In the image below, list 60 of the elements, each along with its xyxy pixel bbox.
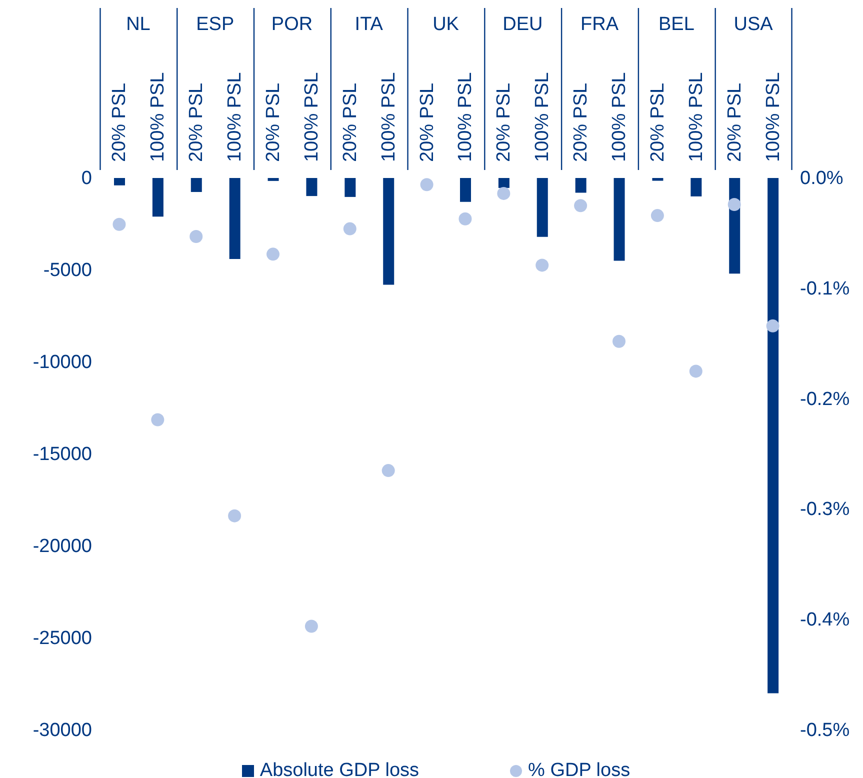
x-tick-label: 20% PSL <box>570 82 592 162</box>
y-tick-label: -20000 <box>32 536 92 557</box>
legend-label: % GDP loss <box>527 760 630 778</box>
y-tick-label: -10000 <box>32 352 92 373</box>
x-tick-label: 100% PSL <box>224 72 246 162</box>
text: BEL <box>658 14 694 35</box>
point <box>458 212 472 226</box>
text: DEU <box>502 14 543 35</box>
x-tick-label: 100% PSL <box>148 72 169 162</box>
x-tick-label: 20% PSL <box>647 82 668 162</box>
y-tick-label: -25000 <box>32 628 92 649</box>
y-tick-label: -30000 <box>32 720 92 741</box>
legend-label: Absolute GDP loss <box>258 760 420 778</box>
point <box>304 620 318 633</box>
text: ESP <box>196 14 234 35</box>
point <box>112 218 126 231</box>
point <box>728 198 741 211</box>
y2-tick-label: -0.5% <box>800 720 850 741</box>
y2-tick-label: -0.2% <box>800 388 850 410</box>
x-tick-label: 100% PSL <box>378 72 400 162</box>
text: USA <box>734 14 774 35</box>
text: FRA <box>580 14 619 35</box>
x-tick-label: 20% PSL <box>340 82 361 162</box>
y2-tick-label: -0.3% <box>800 499 850 520</box>
x-tick-label: 100% PSL <box>532 72 554 162</box>
x-tick-label: 20% PSL <box>109 82 130 162</box>
y-tick-label: 0 <box>81 168 92 189</box>
point <box>151 413 164 426</box>
text: ITA <box>354 14 384 35</box>
point <box>536 258 549 272</box>
y2-tick-label: -0.4% <box>800 610 850 631</box>
x-tick-label: 20% PSL <box>186 82 208 162</box>
x-tick-label: 100% PSL <box>455 72 476 162</box>
point <box>650 209 664 222</box>
x-tick-label: 20% PSL <box>724 82 746 162</box>
y2-tick-label: -0.1% <box>800 278 850 300</box>
x-tick-label: 20% PSL <box>494 82 515 162</box>
point <box>190 230 203 244</box>
point <box>497 186 510 200</box>
point <box>420 178 434 192</box>
x-tick-label: 100% PSL <box>686 72 707 162</box>
point <box>228 509 242 522</box>
x-tick-label: 20% PSL <box>416 82 438 162</box>
text: POR <box>271 14 313 35</box>
x-tick-label: 100% PSL <box>762 72 784 162</box>
point <box>266 248 280 261</box>
point <box>574 199 588 212</box>
y2-tick-label: 0.0% <box>800 168 844 189</box>
y-tick-label: -15000 <box>32 444 92 465</box>
point <box>612 334 626 348</box>
x-tick-label: 100% PSL <box>609 72 630 162</box>
point <box>343 222 356 236</box>
y-tick-label: -5000 <box>43 260 92 281</box>
point <box>766 319 780 332</box>
x-tick-label: 20% PSL <box>263 82 284 162</box>
point <box>382 464 395 478</box>
x-tick-label: 100% PSL <box>301 72 322 162</box>
text: UK <box>432 14 460 35</box>
point <box>689 364 702 378</box>
text: NL <box>126 14 150 35</box>
